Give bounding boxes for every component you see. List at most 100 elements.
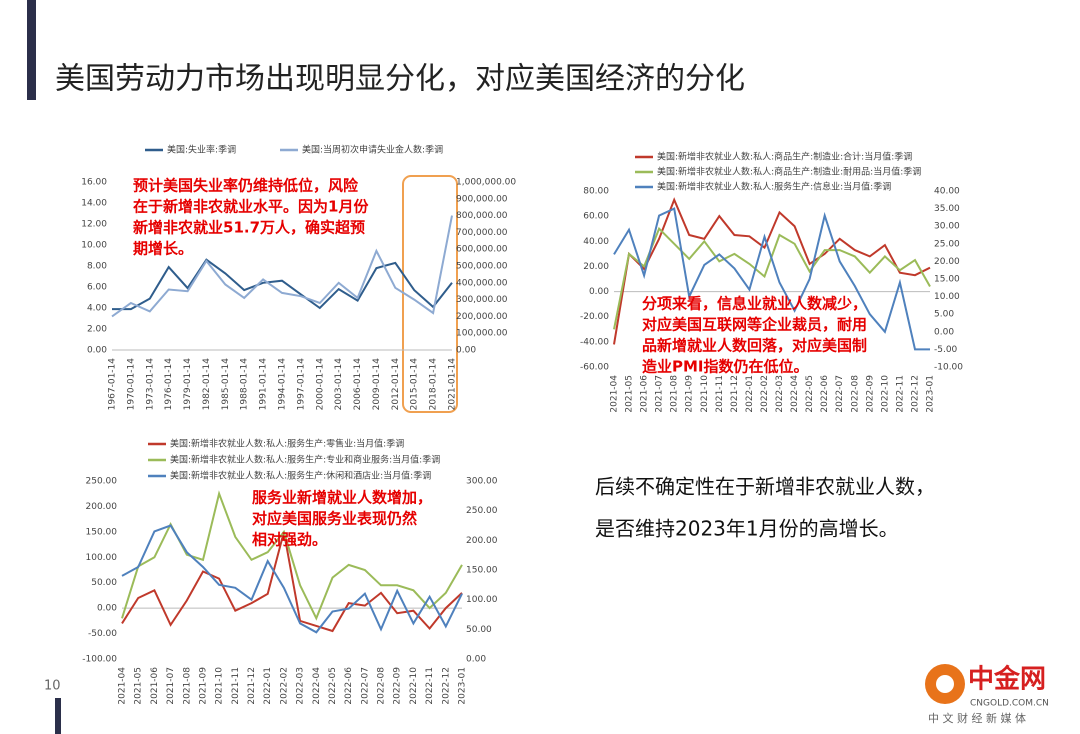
y2-tick-label: 20.00	[934, 257, 960, 267]
y2-tick-label: 500,000.00	[456, 262, 508, 272]
annotation: 期增长。	[133, 240, 193, 258]
y2-tick-label: 50.00	[466, 625, 492, 635]
annotation: 服务业新增就业人数增加，	[252, 489, 432, 507]
y-tick-label: 50.00	[91, 578, 117, 588]
page-number: 10	[44, 679, 61, 694]
x-tick-label: 2022-03	[296, 667, 306, 705]
y2-tick-label: 25.00	[934, 239, 960, 249]
x-tick-label: 2021-09	[685, 375, 695, 413]
x-tick-label: 2009-01-14	[372, 358, 382, 411]
y2-tick-label: 30.00	[934, 222, 960, 232]
body-text: 后续不确定性在于新增非农就业人数，	[595, 475, 935, 499]
x-tick-label: 1994-01-14	[278, 358, 288, 411]
y2-tick-label: -5.00	[934, 345, 958, 355]
y2-tick-label: 0.00	[466, 655, 486, 665]
y-tick-label: -40.00	[580, 337, 609, 347]
y2-tick-label: 15.00	[934, 275, 960, 285]
y2-tick-label: 300.00	[466, 477, 498, 487]
x-tick-label: 2021-10	[700, 375, 710, 413]
x-tick-label: 2022-06	[344, 667, 354, 705]
x-tick-label: 2022-04	[790, 375, 800, 413]
y-tick-label: 100.00	[86, 553, 118, 563]
x-tick-label: 2021-10	[215, 667, 225, 705]
annotation: 预计美国失业率仍维持低位，风险	[133, 177, 359, 195]
legend-label: 美国:新增非农就业人数:私人:服务生产:零售业:当月值:季调	[170, 438, 404, 450]
annotation: 新增非农就业51.7万人，确实超预	[133, 219, 365, 237]
x-tick-label: 2022-11	[425, 667, 435, 705]
x-tick-label: 2022-10	[880, 375, 890, 413]
y-tick-label: 250.00	[86, 477, 118, 487]
legend-label: 美国:新增非农就业人数:私人:服务生产:专业和商业服务:当月值:季调	[170, 454, 440, 466]
x-tick-label: 2022-10	[409, 667, 419, 705]
y-tick-label: -50.00	[88, 629, 117, 639]
annotation: 造业PMI指数仍在低位。	[642, 358, 809, 376]
y-tick-label: 150.00	[86, 527, 118, 537]
y-tick-label: 20.00	[583, 262, 609, 272]
x-tick-label: 2022-12	[441, 667, 451, 705]
series-line	[613, 197, 931, 345]
footer-bar	[55, 698, 61, 734]
y2-tick-label: 800,000.00	[456, 211, 508, 221]
legend-label: 美国:新增非农就业人数:私人:服务生产:信息业:当月值:季调	[657, 181, 891, 193]
legend-label: 美国:新增非农就业人数:私人:商品生产:制造业:合计:当月值:季调	[657, 151, 912, 163]
x-tick-label: 2021-08	[182, 667, 192, 705]
logo-name: 中金网	[968, 664, 1046, 695]
y-tick-label: 0.00	[589, 287, 609, 297]
body-text: 是否维持2023年1月份的高增长。	[595, 517, 899, 541]
highlight-box	[402, 175, 458, 413]
logo-icon	[936, 675, 954, 693]
x-tick-label: 2006-01-14	[353, 358, 363, 411]
series-line	[111, 215, 453, 318]
y2-tick-label: 100.00	[466, 595, 498, 605]
x-tick-label: 2022-09	[393, 667, 403, 705]
x-tick-label: 2018-01-14	[429, 358, 439, 411]
y2-tick-label: 10.00	[934, 292, 960, 302]
x-tick-label: 2021-01-14	[448, 358, 458, 411]
y2-tick-label: 150.00	[466, 566, 498, 576]
y2-tick-label: 40.00	[934, 187, 960, 197]
x-tick-label: 1979-01-14	[183, 358, 193, 411]
y-tick-label: 6.00	[87, 283, 107, 293]
x-tick-label: 2021-05	[625, 375, 635, 413]
x-tick-label: 2022-05	[328, 667, 338, 705]
x-tick-label: 2000-01-14	[315, 358, 325, 411]
x-tick-label: 1991-01-14	[259, 358, 269, 411]
x-tick-label: 2021-06	[640, 375, 650, 413]
y2-tick-label: 35.00	[934, 204, 960, 214]
y-tick-label: 0.00	[87, 346, 107, 356]
y2-tick-label: 900,000.00	[456, 194, 508, 204]
x-tick-label: 1970-01-14	[126, 358, 136, 411]
x-tick-label: 2022-04	[312, 667, 322, 705]
y2-tick-label: 100,000.00	[456, 329, 508, 339]
y-tick-label: 80.00	[583, 187, 609, 197]
y-tick-label: 40.00	[583, 237, 609, 247]
x-tick-label: 2022-06	[820, 375, 830, 413]
x-tick-label: 2022-02	[279, 667, 289, 705]
x-tick-label: 2022-11	[895, 375, 905, 413]
y2-tick-label: 0.00	[456, 346, 476, 356]
y-tick-label: 2.00	[87, 325, 107, 335]
x-tick-label: 2021-08	[670, 375, 680, 413]
series-line	[121, 531, 463, 633]
legend-label: 美国:失业率:季调	[167, 144, 236, 156]
x-tick-label: 2022-01	[745, 375, 755, 413]
x-tick-label: 2021-07	[655, 375, 665, 413]
y2-tick-label: -10.00	[934, 363, 963, 373]
x-tick-label: 1967-01-14	[108, 358, 118, 411]
y2-tick-label: 0.00	[934, 327, 954, 337]
legend-label: 美国:新增非农就业人数:私人:服务生产:休闲和酒店业:当月值:季调	[170, 470, 431, 482]
x-tick-label: 2021-11	[715, 375, 725, 413]
x-tick-label: 2021-09	[198, 667, 208, 705]
annotation: 在于新增非农就业水平。因为1月份	[133, 198, 369, 216]
annotation: 对应美国互联网等企业裁员，耐用	[642, 316, 867, 334]
x-tick-label: 2021-04	[118, 667, 128, 705]
x-tick-label: 2021-07	[166, 667, 176, 705]
series-line	[613, 226, 931, 330]
x-tick-label: 1997-01-14	[296, 358, 306, 411]
x-tick-label: 2012-01-14	[391, 358, 401, 411]
x-tick-label: 2023-01	[458, 667, 468, 705]
series-line	[121, 524, 463, 634]
x-tick-label: 2022-08	[850, 375, 860, 413]
x-tick-label: 2021-06	[150, 667, 160, 705]
